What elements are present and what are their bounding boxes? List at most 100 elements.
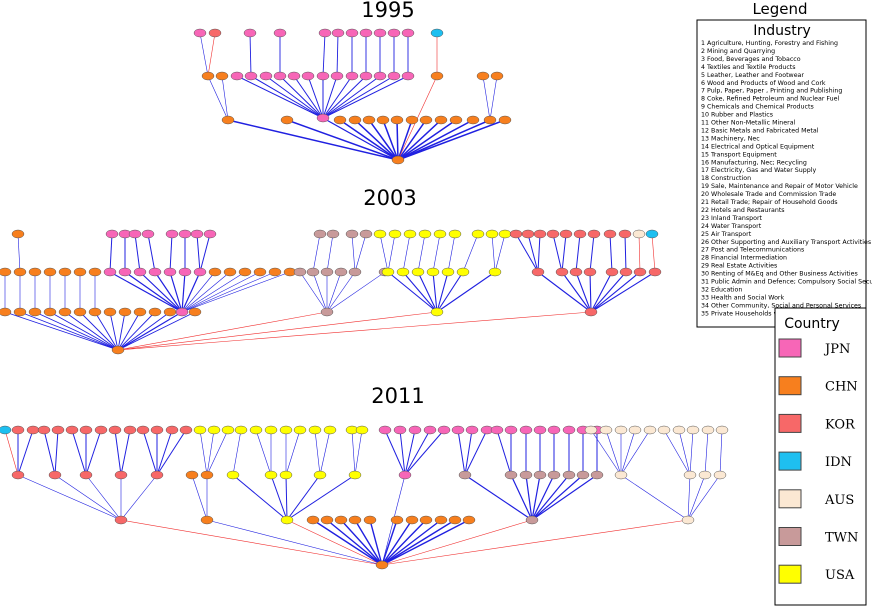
section-title: 1995 (361, 0, 414, 22)
node (279, 470, 293, 480)
node (559, 229, 573, 239)
edge (404, 429, 416, 476)
edge (369, 519, 383, 566)
edge (181, 271, 246, 313)
edge (397, 119, 457, 161)
node (462, 515, 476, 525)
section-title: 2011 (371, 384, 424, 408)
node (323, 425, 337, 435)
country-label: USA (825, 568, 855, 583)
edge (464, 474, 533, 521)
node (58, 267, 72, 277)
node (11, 470, 25, 480)
node (128, 229, 142, 239)
node (333, 115, 347, 125)
node (698, 470, 712, 480)
node (163, 307, 177, 317)
node (657, 425, 671, 435)
country-title: Country (784, 316, 840, 332)
industry-item: 18 Construction (701, 175, 751, 182)
edge (206, 429, 229, 476)
edge (638, 233, 641, 273)
country-label: KOR (825, 417, 856, 432)
country-swatch (778, 338, 802, 358)
node (301, 71, 315, 81)
node (569, 267, 583, 277)
edge (181, 271, 276, 313)
node (306, 267, 320, 277)
edge (326, 271, 386, 313)
node (207, 425, 221, 435)
edge (71, 429, 87, 476)
node (28, 267, 42, 277)
edge (336, 32, 339, 77)
edge (397, 119, 506, 161)
node (681, 515, 695, 525)
node (249, 425, 263, 435)
edge (207, 75, 229, 121)
industry-item: 24 Water Transport (701, 223, 762, 230)
industry-item: 31 Public Admin and Defence; Compulsory … (701, 279, 872, 286)
edge (397, 119, 413, 161)
edge (589, 271, 592, 313)
node (531, 267, 545, 277)
edge (114, 429, 122, 476)
node (65, 425, 79, 435)
industry-item: 4 Textiles and Textile Products (701, 64, 796, 71)
node (359, 229, 373, 239)
node (458, 470, 472, 480)
edge (19, 311, 119, 351)
node (334, 267, 348, 277)
node (193, 28, 207, 38)
node (375, 560, 389, 570)
edge (436, 271, 449, 313)
edge (232, 474, 288, 521)
industry-box (696, 19, 867, 328)
node (456, 267, 470, 277)
industry-item: 19 Sale, Maintenance and Repair of Motor… (701, 183, 858, 190)
edge (531, 474, 541, 521)
node (498, 115, 512, 125)
edge (590, 271, 641, 313)
edge (384, 429, 406, 476)
edge (196, 233, 201, 273)
node (244, 71, 258, 81)
edge (590, 271, 613, 313)
node (448, 229, 462, 239)
node (393, 425, 407, 435)
network (0, 28, 729, 570)
edge (265, 75, 324, 119)
node (326, 229, 340, 239)
industry-item: 11 Other Non-Metallic Mineral (701, 120, 796, 127)
country-label: AUS (824, 493, 854, 508)
edge (181, 271, 201, 313)
edge (462, 233, 479, 273)
edge (250, 75, 324, 119)
edge (117, 311, 328, 351)
country-swatch (778, 527, 802, 546)
edge (624, 233, 627, 273)
node (632, 229, 646, 239)
node (363, 515, 377, 525)
edge (575, 233, 581, 273)
edge (117, 311, 196, 351)
edge (381, 519, 427, 566)
edge (482, 75, 491, 121)
node (648, 267, 662, 277)
node (387, 28, 401, 38)
edge (687, 474, 691, 521)
edge (49, 311, 119, 351)
edge (206, 519, 383, 566)
edge (402, 271, 438, 313)
edge (531, 474, 584, 521)
edge (590, 271, 656, 313)
node (390, 115, 404, 125)
node (273, 71, 287, 81)
node (401, 71, 415, 81)
node (318, 28, 332, 38)
edge (689, 429, 694, 476)
edge (397, 119, 491, 161)
node (190, 229, 204, 239)
node (573, 229, 587, 239)
edge (561, 233, 567, 273)
